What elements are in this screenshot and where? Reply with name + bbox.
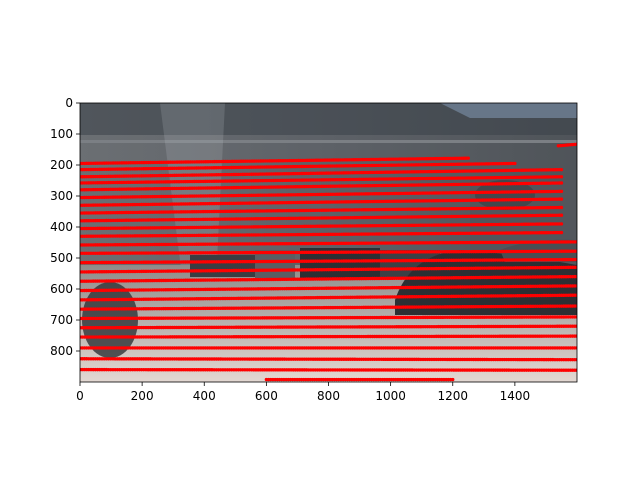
lidar-point [559,189,564,194]
lidar-point [559,222,564,226]
lidar-point [466,156,470,160]
lidar-point [513,161,517,166]
lidar-point [559,197,564,201]
lidar-point [559,175,564,179]
lidar-point [559,230,564,235]
lidar-point [559,213,564,217]
lidar-point [559,205,564,210]
lidar-point [559,181,564,185]
lidar-point [559,167,564,172]
lidar-points [80,142,577,382]
